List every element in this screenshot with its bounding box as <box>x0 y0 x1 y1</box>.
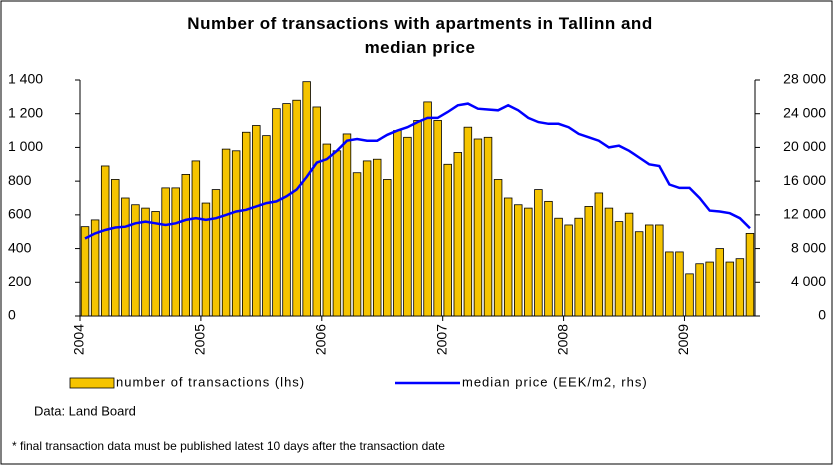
bar <box>372 158 382 317</box>
bar <box>534 189 543 317</box>
bar <box>453 152 463 317</box>
bar <box>745 232 755 317</box>
bar <box>90 219 100 317</box>
bar <box>221 148 231 317</box>
bar <box>342 133 352 317</box>
bar <box>100 165 110 317</box>
bar <box>322 143 332 317</box>
y2-tick-label: 12 000 <box>783 206 826 222</box>
bar <box>181 173 191 317</box>
bar <box>383 179 392 317</box>
bar <box>80 226 90 317</box>
bar <box>604 207 614 317</box>
bar <box>292 99 301 317</box>
x-tick-label: 2009 <box>675 324 691 355</box>
source: Data: Land Board <box>34 403 136 418</box>
bar <box>715 248 724 317</box>
bar <box>332 150 342 317</box>
bar <box>644 224 654 317</box>
bar <box>282 103 291 317</box>
bar <box>524 207 533 317</box>
y-tick-label: 800 <box>8 172 32 188</box>
bar <box>705 261 714 317</box>
bar <box>503 197 513 317</box>
bar <box>725 261 735 317</box>
bar <box>665 251 674 317</box>
bar <box>252 125 261 317</box>
bar <box>655 224 664 317</box>
bar <box>393 130 402 317</box>
bar <box>231 150 241 317</box>
y-tick-label: 1 000 <box>8 138 43 154</box>
y2-tick-label: 24 000 <box>783 104 826 120</box>
bar <box>151 211 160 317</box>
bar <box>141 207 150 317</box>
bar <box>131 204 140 317</box>
bar <box>584 206 593 317</box>
bar <box>242 131 251 317</box>
bar <box>433 120 442 317</box>
x-tick-label: 2004 <box>71 324 87 355</box>
y2-tick-label: 20 000 <box>783 138 826 154</box>
bar <box>403 136 412 317</box>
bar <box>121 197 130 317</box>
bar <box>695 263 704 317</box>
bar <box>675 251 684 317</box>
bar <box>735 258 745 317</box>
bar <box>161 187 170 317</box>
y2-tick-label: 16 000 <box>783 172 826 188</box>
bar <box>312 106 321 317</box>
y-tick-label: 1 200 <box>8 104 43 120</box>
bar <box>564 224 573 317</box>
y-tick-label: 0 <box>8 307 16 323</box>
bar <box>302 81 311 317</box>
x-tick-label: 2008 <box>554 324 570 355</box>
footnote: * final transaction data must be publish… <box>12 439 445 453</box>
y2-tick-label: 28 000 <box>783 71 826 87</box>
x-tick-label: 2006 <box>312 324 328 355</box>
bar <box>201 202 211 317</box>
bar <box>272 108 281 317</box>
bar <box>111 179 120 317</box>
bar <box>171 187 180 317</box>
y-tick-label: 600 <box>8 206 32 222</box>
y2-tick-label: 8 000 <box>791 239 826 255</box>
x-tick-label: 2007 <box>433 324 449 355</box>
bar <box>473 138 483 317</box>
bar <box>423 101 432 317</box>
bar <box>554 217 563 317</box>
bar <box>262 135 271 317</box>
x-tick-label: 2005 <box>192 324 208 355</box>
bar <box>463 126 473 317</box>
bar <box>624 212 634 317</box>
bar <box>352 172 362 317</box>
y-tick-label: 400 <box>8 239 32 255</box>
y2-tick-label: 4 000 <box>791 273 826 289</box>
bar <box>544 200 553 317</box>
chart-title: Number of transactions with apartments i… <box>187 14 653 57</box>
bar <box>413 120 422 317</box>
bar <box>362 160 372 317</box>
bar <box>634 231 644 317</box>
bar <box>685 273 694 317</box>
bar <box>191 160 201 317</box>
legend-label: number of transactions (lhs) <box>116 374 305 389</box>
bar <box>211 189 221 317</box>
legend-label: median price (EEK/m2, rhs) <box>462 374 648 389</box>
bar <box>574 217 583 317</box>
y-tick-label: 200 <box>8 273 32 289</box>
y2-tick-label: 0 <box>818 307 826 323</box>
bar <box>614 221 624 317</box>
line <box>84 102 751 240</box>
bar <box>493 179 503 317</box>
bar <box>594 192 604 317</box>
bar <box>483 136 493 317</box>
bar <box>443 163 452 317</box>
y-tick-label: 1 400 <box>8 71 43 87</box>
bar <box>514 204 523 317</box>
legend-swatch <box>69 377 115 389</box>
